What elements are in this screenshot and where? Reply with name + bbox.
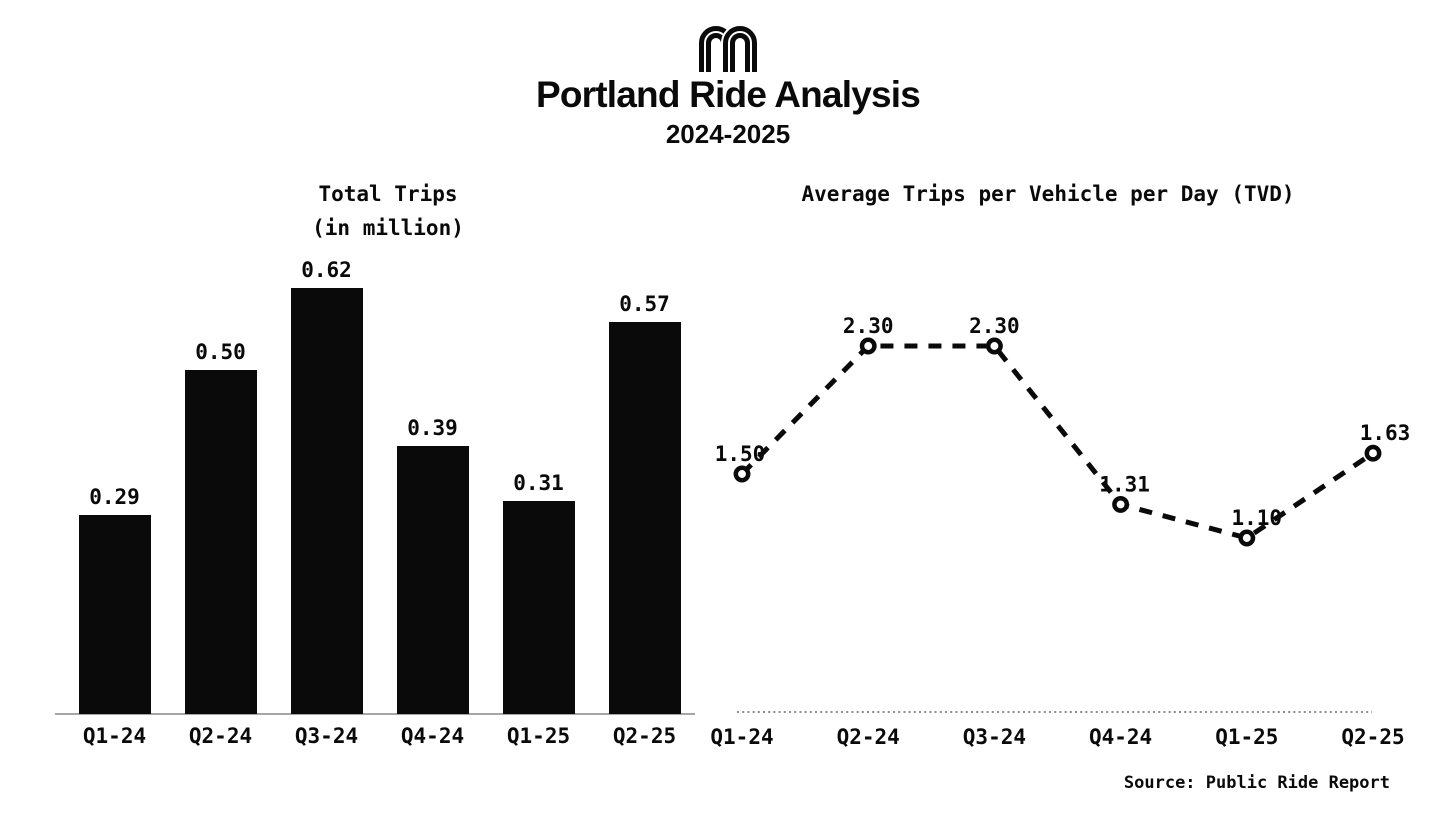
bar-Q1-24	[78, 515, 151, 714]
line-chart-title: Average Trips per Vehicle per Day (TVD)	[801, 182, 1295, 206]
x-tick-label: Q1-24	[82, 724, 147, 748]
data-point-label: 1.63	[1360, 421, 1411, 445]
x-tick-label: Q1-24	[710, 725, 773, 749]
bar-chart-title-units: (in million)	[312, 216, 464, 240]
data-point-marker-Q3-24	[985, 337, 1003, 355]
bar-Q2-24	[184, 370, 257, 714]
bar-Q4-24	[396, 446, 469, 714]
data-point-label: 1.50	[715, 442, 766, 466]
source-note: Source: Public Ride Report	[1123, 773, 1390, 793]
data-point-label: 1.10	[1232, 506, 1283, 530]
data-point-marker-Q4-24	[1112, 495, 1130, 513]
bar-Q1-25	[502, 501, 575, 714]
tvd-series-line	[740, 343, 1375, 541]
x-tick-label: Q2-25	[1341, 725, 1404, 749]
bar-Q3-24	[290, 288, 363, 714]
bar-Q2-25	[608, 322, 681, 714]
page-title: Portland Ride Analysis	[535, 74, 921, 115]
bar-chart-title: Total Trips	[318, 182, 458, 206]
data-point-marker-Q2-25	[1364, 444, 1382, 462]
bar-chart-x-axis-line	[55, 713, 695, 715]
x-tick-label: Q3-24	[963, 725, 1026, 749]
x-tick-label: Q4-24	[400, 724, 465, 748]
bar-value-label: 0.31	[513, 471, 564, 495]
x-tick-label: Q1-25	[506, 724, 571, 748]
page-subtitle: 2024-2025	[665, 119, 791, 149]
x-tick-label: Q2-24	[837, 725, 900, 749]
bar-value-label: 0.50	[195, 340, 246, 364]
x-tick-label: Q2-24	[188, 724, 253, 748]
x-tick-label: Q1-25	[1215, 725, 1278, 749]
x-tick-label: Q3-24	[294, 724, 359, 748]
bar-value-label: 0.57	[619, 292, 670, 316]
data-point-marker-Q2-24	[859, 337, 877, 355]
data-point-label: 2.30	[843, 314, 894, 338]
ride-report-logo-icon	[699, 26, 757, 72]
bar-value-label: 0.62	[301, 258, 352, 282]
data-point-label: 1.31	[1099, 472, 1150, 496]
x-tick-label: Q4-24	[1089, 725, 1152, 749]
data-point-label: 2.30	[969, 314, 1020, 338]
bar-value-label: 0.29	[89, 485, 140, 509]
data-point-marker-Q1-25	[1238, 529, 1256, 547]
x-tick-label: Q2-25	[612, 724, 677, 748]
data-point-marker-Q1-24	[733, 465, 751, 483]
bar-value-label: 0.39	[407, 416, 458, 440]
